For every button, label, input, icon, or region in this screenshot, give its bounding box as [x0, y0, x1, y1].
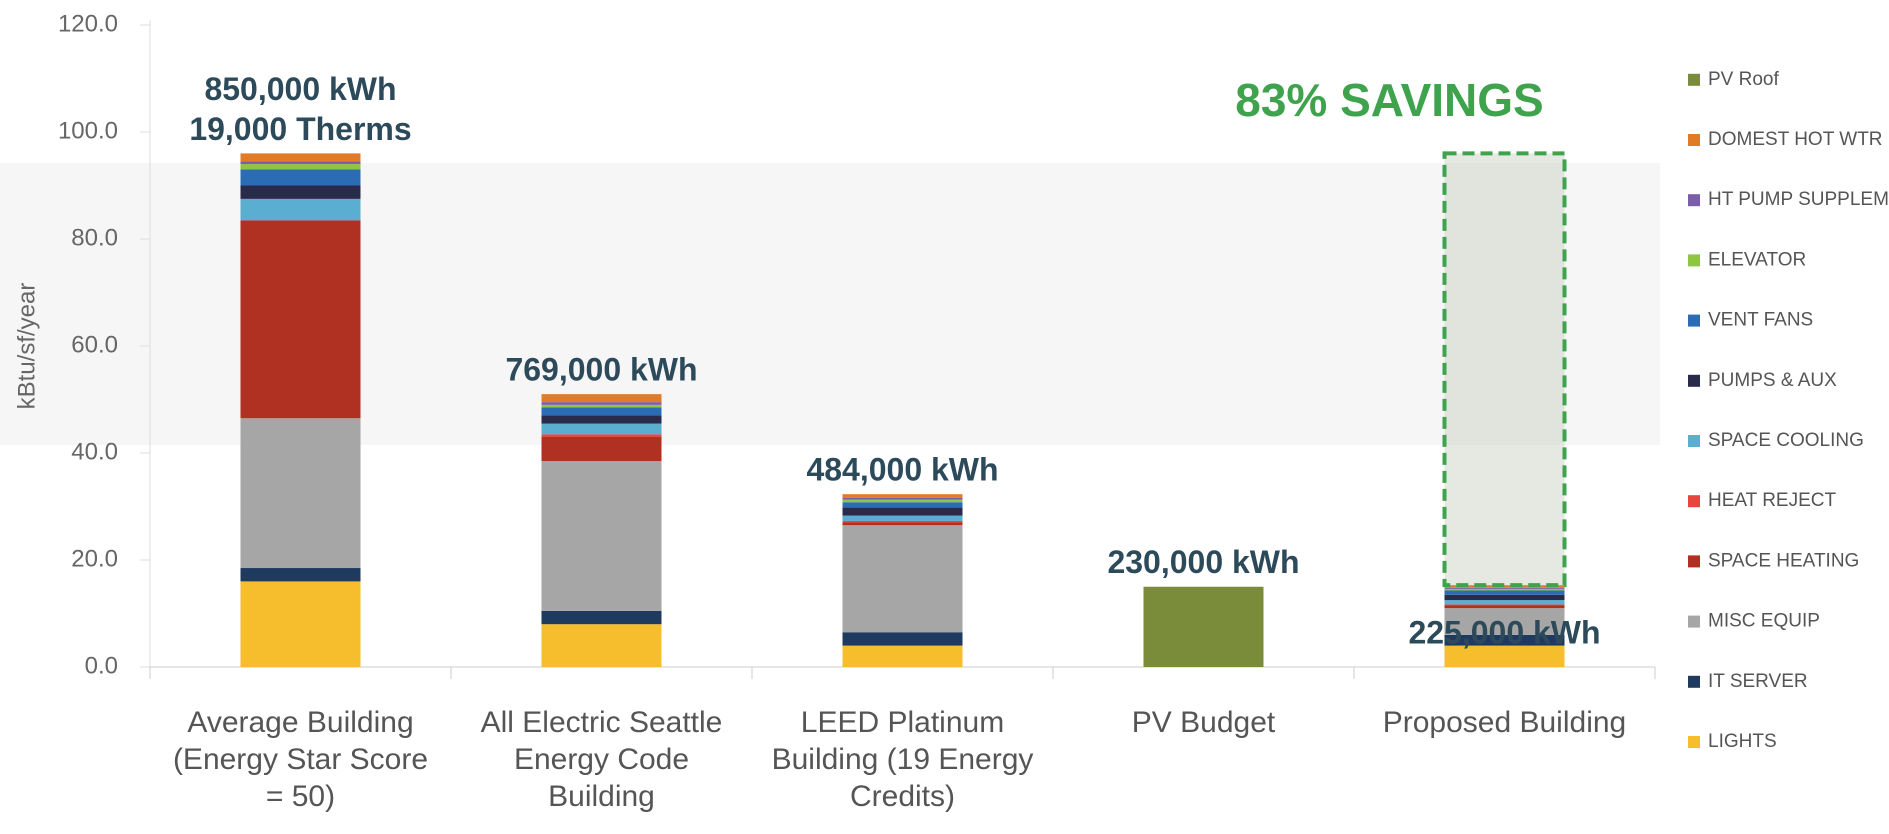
- x-tick-label: All Electric Seattle Energy Code Buildin…: [480, 706, 723, 813]
- bar-segment: [842, 645, 963, 667]
- legend-label: SPACE HEATING: [1708, 550, 1859, 571]
- bar-segment: [842, 497, 963, 500]
- bar-segment: [240, 418, 361, 569]
- bar-segment: [1444, 590, 1565, 595]
- bar-label: 850,000 kWh: [204, 71, 396, 107]
- bar-segment: [541, 415, 662, 424]
- bar-segment: [842, 502, 963, 508]
- bar-label: 230,000 kWh: [1107, 544, 1299, 580]
- legend-label: IT SERVER: [1708, 671, 1808, 692]
- bar-segment: [1143, 586, 1264, 667]
- y-tick-label: 20.0: [71, 545, 118, 572]
- bar-segment: [1444, 588, 1565, 591]
- bar-segment: [1444, 600, 1565, 605]
- bar-segment: [240, 164, 361, 170]
- bar-segment: [541, 434, 662, 437]
- bar-segment: [1444, 645, 1565, 667]
- bar-segment: [1444, 604, 1565, 606]
- y-tick-label: 120.0: [58, 10, 118, 37]
- y-tick-label: 0.0: [85, 652, 118, 679]
- legend-swatch: [1688, 495, 1700, 508]
- legend-swatch: [1688, 615, 1700, 628]
- bar-segment: [1444, 585, 1565, 588]
- savings-box: [1442, 151, 1567, 588]
- bar-segment: [842, 515, 963, 521]
- bar-segment: [541, 402, 662, 405]
- bar-segment: [1444, 587, 1565, 589]
- bar-segment: [541, 610, 662, 625]
- bar-label: 19,000 Therms: [189, 111, 411, 147]
- legend-swatch: [1688, 555, 1700, 568]
- x-tick-label: PV Budget: [1131, 706, 1276, 739]
- bar-segment: [240, 169, 361, 186]
- bar-segment: [1444, 634, 1565, 646]
- bar-segment: [240, 161, 361, 165]
- legend-label: VENT FANS: [1708, 310, 1813, 331]
- y-axis-label: kBtu/sf/year: [13, 283, 40, 410]
- bar-segment: [842, 494, 963, 498]
- bar-segment: [541, 407, 662, 416]
- bar-label: 769,000 kWh: [505, 352, 697, 388]
- bar-segment: [1444, 594, 1565, 601]
- bar-segment: [541, 423, 662, 435]
- legend-label: DOMEST HOT WTR: [1708, 129, 1883, 150]
- legend-swatch: [1688, 374, 1700, 387]
- legend-swatch: [1688, 675, 1700, 688]
- legend-label: ELEVATOR: [1708, 249, 1806, 270]
- x-tick-label: LEED Platinum Building (19 Energy Credit…: [771, 706, 1034, 813]
- savings-label: 83% SAVINGS: [1235, 74, 1543, 126]
- legend-label: PV Roof: [1708, 69, 1779, 90]
- x-tick-label: Proposed Building: [1382, 706, 1627, 739]
- legend-swatch: [1688, 73, 1700, 86]
- legend-label: LIGHTS: [1708, 731, 1777, 752]
- bar-segment: [842, 522, 963, 526]
- legend-swatch: [1688, 194, 1700, 207]
- legend-label: SPACE COOLING: [1708, 430, 1864, 451]
- bar-segment: [240, 198, 361, 221]
- y-tick-label: 40.0: [71, 438, 118, 465]
- bar-segment: [842, 507, 963, 516]
- bar-segment: [541, 404, 662, 408]
- bar-segment: [842, 632, 963, 646]
- legend-swatch: [1688, 134, 1700, 146]
- bar-segment: [842, 525, 963, 633]
- bar-segment: [240, 185, 361, 199]
- y-tick-label: 100.0: [58, 117, 118, 144]
- legend-label: PUMPS & AUX: [1708, 370, 1837, 391]
- bar-segment: [541, 394, 662, 403]
- bar-segment: [842, 520, 963, 523]
- bar-segment: [541, 461, 662, 611]
- y-tick-label: 60.0: [71, 331, 118, 358]
- bar-segment: [240, 153, 361, 162]
- legend-swatch: [1688, 314, 1700, 327]
- bar-segment: [541, 624, 662, 667]
- bar-segment: [1444, 605, 1565, 609]
- legend-label: MISC EQUIP: [1708, 611, 1820, 632]
- bar-segment: [1444, 608, 1565, 635]
- legend-label: HT PUMP SUPPLEM: [1708, 189, 1889, 210]
- bar-segment: [240, 568, 361, 582]
- bar-segment: [240, 581, 361, 667]
- legend-label: HEAT REJECT: [1708, 490, 1836, 511]
- bar-segment: [240, 220, 361, 419]
- bar-segment: [541, 436, 662, 462]
- legend-swatch: [1688, 435, 1700, 447]
- bar-label: 484,000 kWh: [806, 452, 998, 488]
- legend-swatch: [1688, 254, 1700, 267]
- bar-segment: [842, 499, 963, 503]
- x-tick-label: Average Building (Energy Star Score = 50…: [172, 706, 429, 813]
- legend-swatch: [1688, 736, 1700, 748]
- y-tick-label: 80.0: [71, 224, 118, 251]
- bar-label: 225,000 kWh: [1408, 615, 1600, 651]
